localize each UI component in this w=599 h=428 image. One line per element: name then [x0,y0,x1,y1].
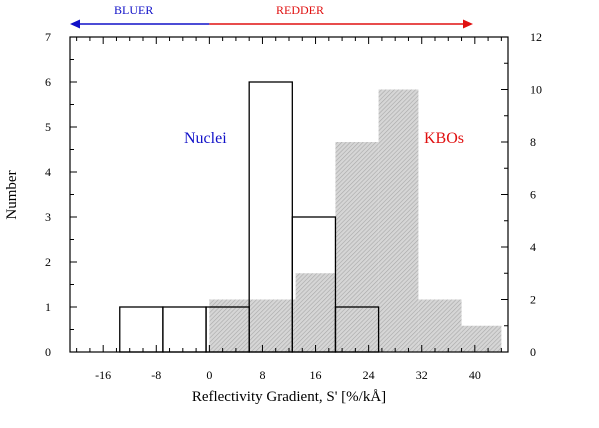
kbo-bar [418,299,462,352]
kbo-bar [378,89,419,352]
redder-label: REDDER [276,3,324,17]
nuclei-annotation: Nuclei [184,130,227,147]
nuclei-bar [162,306,207,353]
kbo-bar [209,299,253,352]
y2-tick-label: 8 [530,135,536,149]
bluer-arrowhead [70,19,80,29]
x-axis: -16 -8 0 8 16 24 32 40 [76,37,502,382]
y-tick-label: 3 [45,210,51,224]
y-axis-title: Number [4,170,20,219]
y2-tick-label: 12 [530,30,542,44]
y-tick-label: 0 [45,345,51,359]
y-axis-right: 0 2 4 6 8 10 12 [501,30,542,359]
y2-tick-label: 6 [530,188,536,202]
y-tick-label: 2 [45,255,51,269]
y2-tick-label: 2 [530,293,536,307]
x-tick-label: 40 [469,368,481,382]
x-tick-label: 16 [310,368,322,382]
y-tick-label: 7 [45,30,51,44]
kbo-series [209,89,502,352]
kbo-bar [461,325,502,352]
x-tick-label: -16 [95,368,111,382]
redder-arrowhead [463,19,473,29]
x-tick-label: 8 [259,368,265,382]
y2-tick-label: 0 [530,345,536,359]
y-tick-label: 4 [45,165,51,179]
y-tick-label: 1 [45,300,51,314]
kbo-bar [295,273,336,352]
y2-tick-label: 4 [530,240,536,254]
kbo-bar [335,142,379,352]
x-tick-label: 32 [416,368,428,382]
y2-tick-label: 10 [530,83,542,97]
x-tick-label: -8 [151,368,161,382]
x-tick-label: 0 [206,368,212,382]
kbo-bar [252,299,296,352]
x-axis-title: Reflectivity Gradient, S' [%/kÅ] [192,389,386,405]
x-tick-label: 24 [363,368,375,382]
y-tick-label: 6 [45,75,51,89]
y-axis-left: 0 1 2 3 4 5 6 7 [45,30,77,359]
bluer-label: BLUER [114,3,153,17]
direction-arrows: BLUER REDDER [70,3,473,29]
kbos-annotation: KBOs [424,130,464,147]
y-tick-label: 5 [45,120,51,134]
